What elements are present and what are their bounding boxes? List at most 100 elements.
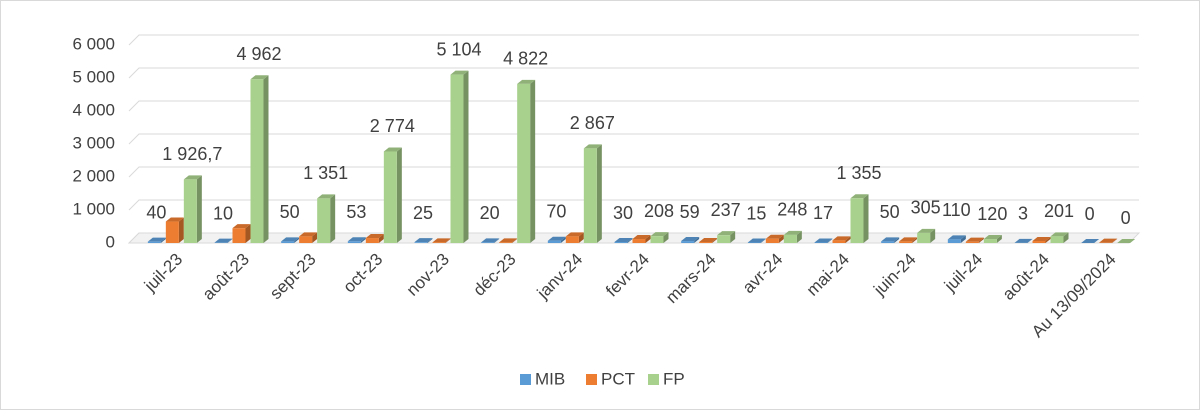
bar-side — [960, 235, 966, 243]
bar-side — [596, 144, 602, 243]
bar-side — [1063, 232, 1069, 243]
legend-label: PCT — [601, 369, 635, 388]
bar-top — [565, 232, 584, 237]
bar — [965, 241, 979, 243]
bar-side — [778, 234, 784, 243]
bar-top — [850, 194, 869, 199]
y-tick-label: 4 000 — [72, 100, 115, 119]
y-tick-label: 1 000 — [72, 199, 115, 218]
bar-side — [1027, 238, 1033, 243]
bar — [432, 242, 446, 243]
bar-top — [814, 238, 833, 243]
bar — [717, 235, 731, 243]
bar-side — [627, 238, 633, 243]
bar-top — [747, 238, 766, 243]
bar-top — [317, 194, 336, 199]
data-label: 25 — [413, 203, 433, 223]
bar-side — [378, 234, 384, 243]
bar-top — [281, 237, 300, 242]
bar — [783, 234, 797, 243]
bar-top — [614, 238, 633, 243]
bar — [983, 239, 997, 243]
data-label: 30 — [613, 203, 633, 223]
data-label: 0 — [1085, 204, 1095, 224]
data-label: 0 — [1121, 208, 1131, 228]
bar — [547, 240, 561, 243]
bar — [881, 241, 895, 243]
bar-top — [499, 238, 518, 243]
bar-top — [832, 236, 851, 241]
legend-swatch — [586, 374, 597, 385]
bar-top — [681, 237, 700, 242]
bar-top — [1032, 237, 1051, 242]
bar-side — [796, 230, 802, 243]
bar-top — [947, 235, 966, 240]
bar-top — [583, 144, 602, 149]
bar-top — [365, 234, 384, 239]
bar-top — [299, 232, 318, 237]
bar-side — [160, 237, 166, 243]
bar-top — [214, 238, 233, 243]
bar — [232, 228, 246, 243]
bar-side — [227, 238, 233, 243]
grid-line — [128, 166, 1139, 178]
bar-top — [965, 237, 984, 242]
bar-side — [245, 224, 251, 243]
bar-side — [560, 236, 566, 243]
bar-top — [881, 237, 900, 242]
bar-side — [663, 232, 669, 243]
data-label: 53 — [346, 202, 366, 222]
bar-top — [717, 231, 736, 236]
bar-top — [1050, 232, 1069, 237]
bar-side — [294, 237, 300, 243]
bar — [365, 238, 379, 243]
bar — [347, 241, 361, 243]
bar — [681, 241, 695, 243]
grid-line — [128, 133, 1139, 145]
bar-side — [760, 238, 766, 243]
data-label: 201 — [1044, 201, 1074, 221]
bar-top — [547, 236, 566, 241]
bar-side — [427, 238, 433, 243]
bar-side — [263, 75, 269, 243]
bar-top — [983, 235, 1002, 240]
bar-top — [183, 175, 202, 180]
bar — [765, 238, 779, 243]
data-label: 50 — [880, 202, 900, 222]
bar — [832, 240, 846, 243]
bar — [183, 179, 197, 243]
bar-top — [699, 238, 718, 243]
bar — [947, 239, 961, 243]
bar-top — [632, 235, 651, 240]
bar-top — [783, 230, 802, 235]
bar — [281, 241, 295, 243]
bar — [1050, 236, 1064, 243]
data-label: 4 962 — [236, 44, 281, 64]
y-tick-label: 2 000 — [72, 166, 115, 185]
bar — [414, 242, 428, 243]
legend-swatch — [648, 374, 659, 385]
bar — [250, 79, 264, 243]
data-label: 15 — [746, 203, 766, 223]
bar-top — [232, 224, 251, 229]
bar-top — [650, 232, 669, 237]
bar-top — [517, 79, 536, 84]
y-tick-label: 5 000 — [72, 67, 115, 86]
bar-top — [917, 228, 936, 233]
data-label: 1 351 — [303, 163, 348, 183]
bar-top — [1099, 238, 1118, 243]
bar-side — [1045, 237, 1051, 243]
bar-top — [383, 147, 402, 152]
y-tick-label: 0 — [106, 232, 115, 251]
data-label: 248 — [777, 200, 807, 220]
bar — [917, 232, 931, 243]
bar-side — [396, 147, 402, 243]
data-label: 4 822 — [503, 49, 548, 69]
data-label: 1 926,7 — [162, 144, 222, 164]
bar-top — [147, 237, 166, 242]
legend-swatch — [520, 374, 531, 385]
data-label: 5 104 — [436, 39, 481, 59]
bar-top — [1081, 239, 1100, 243]
legend-label: MIB — [535, 369, 565, 388]
